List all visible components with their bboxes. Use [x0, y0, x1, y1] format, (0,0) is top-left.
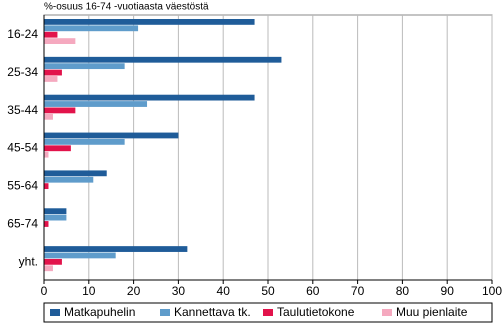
legend-swatch	[50, 309, 60, 316]
x-tick-label: 60	[306, 284, 320, 298]
x-tick-label: 80	[396, 284, 410, 298]
chart-title: %-osuus 16-74 -vuotiaasta väestöstä	[44, 2, 209, 13]
legend-label: Taulutietokone	[277, 305, 355, 319]
bar	[44, 107, 76, 114]
legend-label: Kannettava tk.	[174, 305, 251, 319]
bar	[44, 265, 53, 272]
y-tick-label: 55-64	[7, 179, 38, 193]
bar	[44, 151, 49, 158]
y-tick-label: 35-44	[7, 103, 38, 117]
bar	[44, 56, 282, 63]
bar	[44, 145, 71, 152]
bar	[44, 69, 62, 76]
legend-box	[43, 302, 493, 323]
bar	[44, 19, 255, 25]
y-tick-label: 45-54	[7, 141, 38, 155]
bar	[44, 258, 62, 265]
x-tick-label: 70	[351, 284, 365, 298]
bar	[44, 113, 53, 120]
x-tick-label: 30	[172, 284, 186, 298]
bar	[44, 246, 188, 252]
legend-swatch	[160, 309, 170, 316]
bar	[44, 25, 139, 32]
x-tick-label: 100	[482, 284, 502, 298]
x-tick-label: 10	[82, 284, 96, 298]
y-tick-label: 25-34	[7, 65, 38, 79]
x-tick-label: 20	[127, 284, 141, 298]
y-tick-label: 16-24	[7, 27, 38, 41]
bar	[44, 38, 76, 44]
y-tick-label: yht.	[19, 254, 38, 268]
x-tick-label: 90	[441, 284, 455, 298]
bar	[44, 214, 67, 221]
bar	[44, 94, 255, 101]
bar	[44, 76, 58, 82]
bar	[44, 183, 49, 190]
bar	[44, 63, 125, 70]
bar	[44, 138, 125, 145]
bar	[44, 132, 179, 139]
bar	[44, 170, 107, 177]
bar	[44, 176, 94, 183]
legend-label: Muu pienlaite	[396, 305, 468, 319]
x-tick-label: 0	[41, 284, 48, 298]
bar	[44, 221, 49, 227]
bar	[44, 208, 67, 215]
bar	[44, 101, 148, 107]
legend-label: Matkapuhelin	[64, 305, 135, 319]
legend-swatch	[263, 309, 273, 316]
bar	[44, 252, 116, 259]
x-tick-label: 40	[217, 284, 231, 298]
bar	[44, 31, 58, 38]
x-tick-label: 50	[261, 284, 275, 298]
y-tick-label: 65-74	[7, 216, 38, 230]
legend-swatch	[382, 309, 392, 316]
